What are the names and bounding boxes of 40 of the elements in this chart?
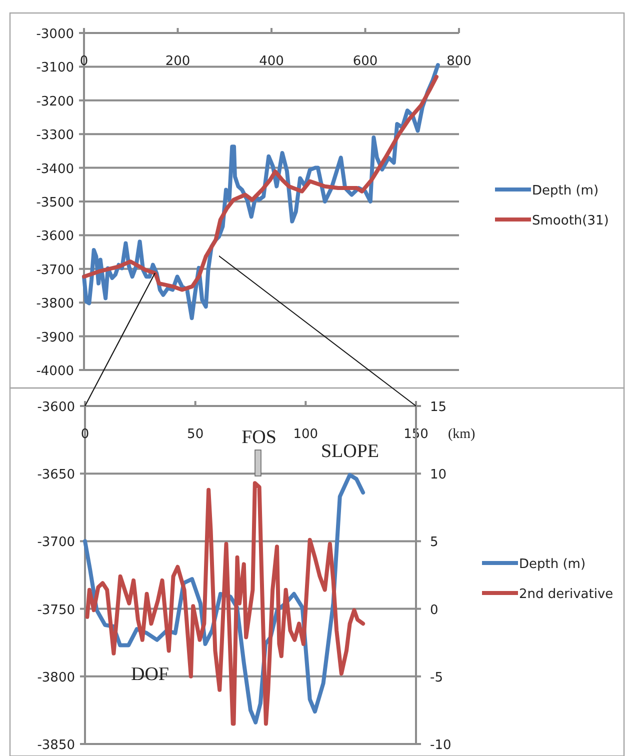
x-tick-label: 0 [80,427,90,442]
y-tick-label: -3650 [37,468,75,483]
y2-tick-label: -5 [430,670,443,686]
y-tick-label: -3100 [36,60,74,76]
y-tick-label: -3300 [36,128,74,144]
legend-label: Smooth(31) [532,214,609,228]
x-tick-label: 800 [446,54,472,69]
legend-label: Depth (m) [532,184,599,198]
y-tick-label: -3800 [36,296,74,312]
x-tick-label: 200 [165,54,190,69]
x-axis-title: (km) [448,427,476,442]
y-tick-label: -4000 [36,364,74,379]
y-tick-label: -3700 [37,535,75,550]
line-series [82,74,438,292]
x-tick-label: 0 [80,54,88,69]
y-tick-label: -3600 [37,400,75,415]
legend-label: 2nd derivative [519,587,614,602]
y2-tick-label: 5 [430,535,438,550]
y-tick-label: -3400 [36,162,74,177]
y-tick-label: -3750 [37,602,75,618]
x-tick-label: 100 [293,427,318,442]
y-tick-label: -3850 [37,738,75,753]
y-tick-label: -3900 [36,330,74,346]
y-tick-label: -3200 [36,94,74,110]
y2-tick-label: -10 [430,738,452,753]
x-tick-label: 50 [187,427,204,442]
y2-tick-label: 15 [430,400,447,415]
annotation: SLOPE [320,441,380,462]
y2-tick-label: 10 [430,468,447,483]
x-tick-label: 600 [352,54,378,69]
annotation: DOF [130,664,170,685]
x-tick-label: 400 [259,54,284,69]
y-tick-label: -3500 [36,196,74,210]
y-tick-label: -3000 [36,27,74,42]
y-tick-label: -3700 [36,262,74,278]
y-tick-label: -3800 [37,670,75,686]
annotation: FOS [242,427,276,448]
y-tick-label: -3600 [36,229,74,244]
y2-tick-label: 0 [430,602,438,618]
legend-label: Depth (m) [519,557,586,572]
